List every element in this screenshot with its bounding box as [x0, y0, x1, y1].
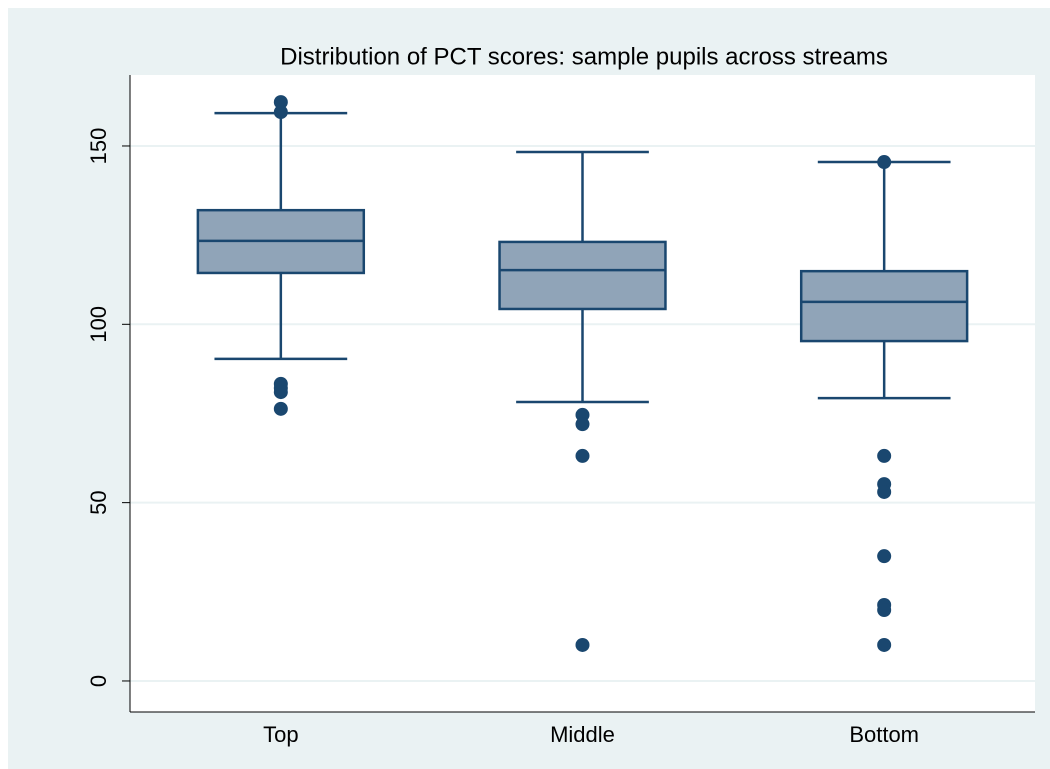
outlier — [877, 448, 892, 463]
outlier — [273, 95, 288, 110]
x-tick-label: Bottom — [849, 722, 919, 747]
outlier — [877, 549, 892, 564]
x-tick-label: Top — [263, 722, 298, 747]
outlier — [575, 637, 590, 652]
x-tick-label: Middle — [550, 722, 615, 747]
outlier — [575, 417, 590, 432]
outlier — [273, 385, 288, 400]
outlier — [273, 105, 288, 120]
y-tick-label: 150 — [86, 128, 111, 165]
chart-title: Distribution of PCT scores: sample pupil… — [280, 43, 888, 70]
y-tick-label: 0 — [86, 675, 111, 687]
outlier — [877, 155, 892, 170]
y-tick-label: 50 — [86, 490, 111, 514]
outlier — [877, 484, 892, 499]
outlier — [575, 448, 590, 463]
outlier — [273, 401, 288, 416]
y-tick-label: 100 — [86, 306, 111, 343]
outlier — [877, 637, 892, 652]
box — [799, 269, 969, 343]
outlier — [877, 602, 892, 617]
box — [498, 240, 667, 311]
